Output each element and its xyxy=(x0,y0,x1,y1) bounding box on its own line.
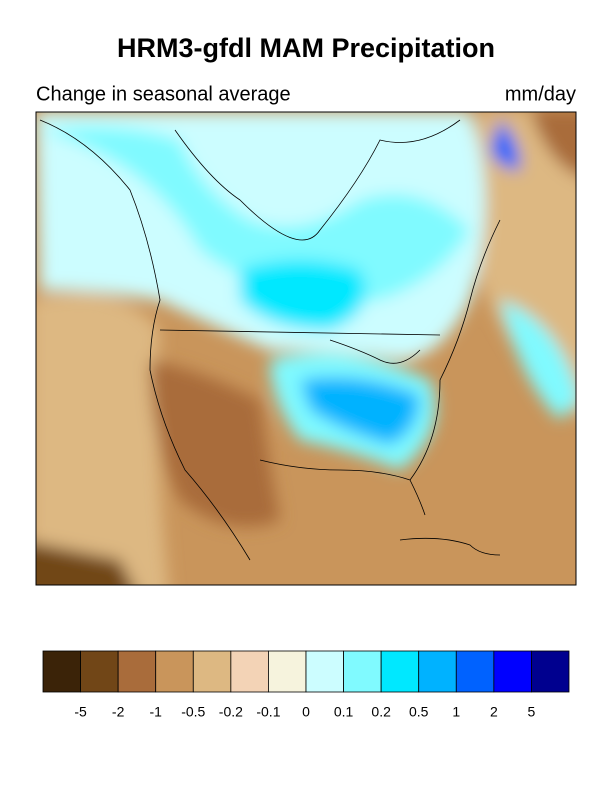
colorbar-label: 2 xyxy=(490,704,498,720)
title: HRM3-gfdl MAM Precipitation xyxy=(117,33,495,63)
colorbar-box xyxy=(80,650,119,693)
colorbar-box xyxy=(418,650,457,693)
colorbar-box xyxy=(455,650,495,693)
colorbar-label: -0.1 xyxy=(256,704,280,720)
colorbar-label: 5 xyxy=(528,704,536,720)
colorbar-box xyxy=(42,650,81,693)
subtitle: Change in seasonal average xyxy=(36,83,291,105)
colorbar-box xyxy=(155,650,194,693)
colorbar-box xyxy=(230,650,269,693)
colorbar-box xyxy=(305,650,344,693)
colorbar-label: -2 xyxy=(112,704,125,720)
colorbar-box xyxy=(493,650,532,693)
colorbar-box xyxy=(380,650,420,693)
units: mm/day xyxy=(505,83,576,105)
colorbar-label: -5 xyxy=(74,704,87,720)
map xyxy=(36,112,576,585)
colorbar-label: 0 xyxy=(302,704,310,720)
colorbar-box xyxy=(343,650,382,693)
colorbar-box xyxy=(268,650,307,693)
colorbar-label: 0.1 xyxy=(334,704,354,720)
colorbar-label: 0.2 xyxy=(371,704,391,720)
colorbar-label: 1 xyxy=(452,704,460,720)
colorbar-box xyxy=(531,650,570,693)
colorbar-box xyxy=(192,650,232,693)
map-frame xyxy=(35,111,577,586)
colorbar-label: -1 xyxy=(149,704,162,720)
colorbar: -5 -2 -1 -0.5 -0.2 -0.1 0 0.1 0.2 0.5 1 2 5 xyxy=(42,650,570,720)
colorbar-label: -0.5 xyxy=(181,704,205,720)
colorbar-box xyxy=(117,650,157,693)
colorbar-label: 0.5 xyxy=(409,704,429,720)
colorbar-label: -0.2 xyxy=(219,704,243,720)
